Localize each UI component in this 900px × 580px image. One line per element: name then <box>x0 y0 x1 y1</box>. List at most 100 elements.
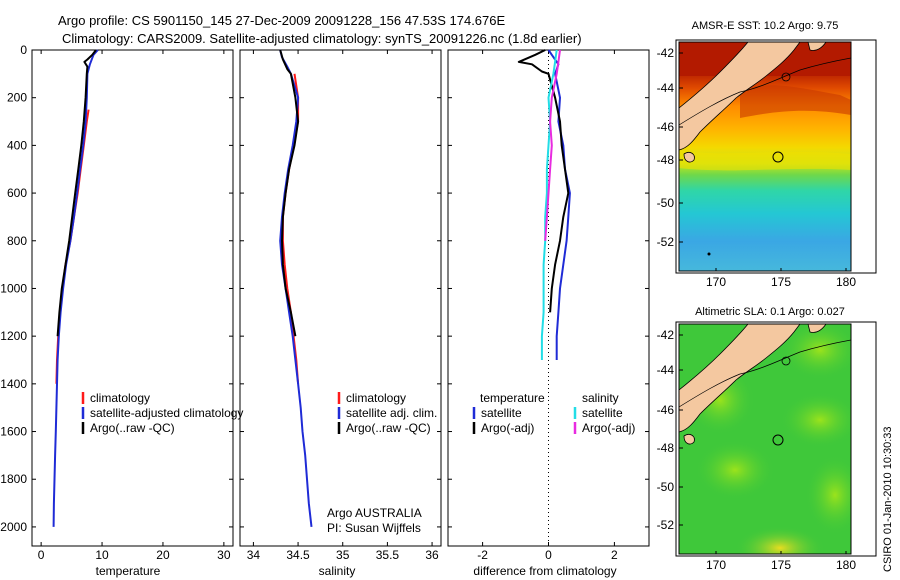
sla-blob <box>780 392 851 448</box>
map-x-tick-label: 175 <box>771 275 791 289</box>
salinity-legend: climatology satellite adj. clim. Argo(..… <box>337 391 437 435</box>
series-line-temperature-argo-adj- <box>517 49 570 313</box>
header-line-1: Argo profile: CS 5901150_145 27-Dec-2009… <box>58 13 505 28</box>
x-tick-label: 30 <box>217 548 231 562</box>
x-tick-label: 35 <box>336 548 350 562</box>
map-x-tick-label: 170 <box>706 558 726 572</box>
legend-title-temperature: temperature <box>480 391 545 405</box>
y-tick-label: 1400 <box>0 377 27 391</box>
legend-title-salinity: salinity <box>582 391 619 405</box>
map-ticks: 170 175 180 -42 -44 -46 -48 -50 -52 170 175 180 -42 -… <box>657 46 857 572</box>
sla-bathymetry-contour <box>679 339 851 408</box>
map-y-tick-label: -52 <box>657 235 675 249</box>
sst-yellow-band <box>679 150 851 171</box>
argo-float-marker <box>772 151 784 163</box>
sla-small-circle <box>781 356 791 366</box>
map-y-tick-label: -50 <box>657 196 675 210</box>
x-tick-label: 34 <box>247 548 261 562</box>
legend-label-sal-argo: Argo(-adj) <box>582 421 635 435</box>
sst-plume <box>740 85 851 118</box>
map-y-tick-label: -52 <box>657 518 675 532</box>
legend-label-temp-satellite: satellite <box>481 406 522 420</box>
legend-label-climatology: climatology <box>90 391 150 405</box>
y-tick-label: 2000 <box>0 520 27 534</box>
map-x-tick-label: 175 <box>771 558 791 572</box>
x-tick-label: 2 <box>611 548 618 562</box>
difference-legend: temperature salinity satellite Argo(-adj… <box>472 391 635 435</box>
x-tick-label: 0 <box>38 548 45 562</box>
temperature-axis-label: temperature <box>96 564 161 578</box>
map-y-tick-label: -42 <box>657 46 675 60</box>
map-y-tick-label: -50 <box>657 480 675 494</box>
x-tick-label: 35.5 <box>376 548 400 562</box>
temperature-legend: climatology satellite-adjusted climatolo… <box>81 391 243 435</box>
map-y-tick-label: -44 <box>657 363 675 377</box>
sla-blob <box>805 455 851 535</box>
land-south-island <box>679 324 801 433</box>
sla-blob-yellow <box>735 526 825 554</box>
map-y-tick-label: -48 <box>657 153 675 167</box>
land-stewart-island <box>683 434 695 445</box>
x-tick-label: 20 <box>156 548 170 562</box>
series-line-salinity-satellite <box>540 49 558 360</box>
difference-axis-label: difference from climatology <box>473 564 616 578</box>
sst-bathymetry-contour <box>679 57 851 126</box>
sla-blob <box>780 324 851 380</box>
sla-map-frame <box>678 323 852 555</box>
legend-label-satellite-adj: satellite adj. clim. <box>346 406 437 420</box>
map-x-tick-label: 170 <box>706 275 726 289</box>
legend-label-sal-satellite: satellite <box>582 406 623 420</box>
land-stewart-island <box>683 152 695 163</box>
sst-map-frame <box>678 41 852 272</box>
y-tick-label: 200 <box>7 91 27 105</box>
profile-lines <box>52 49 571 528</box>
map-y-tick-label: -46 <box>657 120 675 134</box>
series-line-satellite-adjusted-climatology <box>52 49 99 527</box>
y-tick-label: 1200 <box>0 329 27 343</box>
sst-speck <box>707 252 711 256</box>
series-line-climatology <box>55 109 90 384</box>
map-y-tick-label: -48 <box>657 441 675 455</box>
legend-label-argo: Argo(..raw -QC) <box>90 421 175 435</box>
legend-label-temp-argo: Argo(-adj) <box>481 421 534 435</box>
sst-small-circle <box>781 72 791 82</box>
argo-float-marker <box>772 434 784 446</box>
header-line-2: Climatology: CARS2009. Satellite-adjuste… <box>62 31 582 46</box>
y-tick-label: 600 <box>7 186 27 200</box>
map-x-tick-label: 180 <box>836 558 856 572</box>
y-tick-label: 800 <box>7 234 27 248</box>
x-tick-label: 10 <box>95 548 109 562</box>
map-x-tick-label: 180 <box>836 275 856 289</box>
legend-label-satellite-adjusted: satellite-adjusted climatology <box>90 406 243 420</box>
x-tick-label: 0 <box>545 548 552 562</box>
agency-label: Argo AUSTRALIA <box>327 506 422 520</box>
y-tick-label: 0 <box>20 43 27 57</box>
salinity-panel <box>239 49 442 547</box>
sla-map <box>679 324 851 554</box>
y-tick-label: 1800 <box>0 472 27 486</box>
sst-map-axes <box>675 39 877 274</box>
y-tick-label: 1600 <box>0 425 27 439</box>
salinity-axis-label: salinity <box>319 564 356 578</box>
pi-label: PI: Susan Wijffels <box>327 521 421 535</box>
series-line-argo-raw-qc- <box>56 49 97 337</box>
x-tick-label: -2 <box>477 548 488 562</box>
axes-ticks: 0 10 20 30020040060080010001200140016001800… <box>0 43 649 562</box>
sla-blob <box>695 440 775 500</box>
series-line-salinity-argo-adj- <box>544 49 561 241</box>
temperature-panel <box>31 49 234 547</box>
map-y-tick-label: -42 <box>657 328 675 342</box>
y-tick-label: 400 <box>7 138 27 152</box>
legend-label-climatology: climatology <box>346 391 406 405</box>
sst-map-title: AMSR-E SST: 10.2 Argo: 9.75 <box>692 20 839 32</box>
csiro-timestamp: CSIRO 01-Jan-2010 10:30:33 <box>882 426 894 572</box>
map-y-tick-label: -44 <box>657 81 675 95</box>
y-tick-label: 1000 <box>0 281 27 295</box>
legend-label-argo: Argo(..raw -QC) <box>346 421 431 435</box>
map-y-tick-label: -46 <box>657 403 675 417</box>
sla-map-title: Altimetric SLA: 0.1 Argo: 0.027 <box>695 306 845 318</box>
series-line-argo-raw-qc- <box>279 49 300 337</box>
sst-map <box>679 42 851 271</box>
sla-map-axes <box>675 321 877 557</box>
